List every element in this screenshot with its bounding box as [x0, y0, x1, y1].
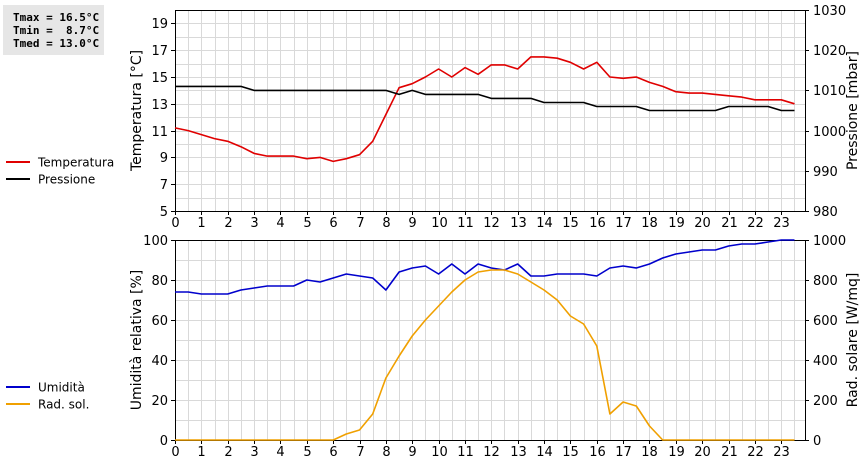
x-tick-label: 8 [382, 216, 390, 231]
x-tick-label: 19 [668, 445, 685, 460]
x-tick-label: 18 [641, 216, 658, 231]
y-right-tick-label: 200 [813, 394, 838, 409]
y-right-tick-label: 1030 [813, 4, 846, 19]
x-tick-label: 3 [250, 216, 258, 231]
y-left-axis-label: Temperatura [°C] [129, 50, 145, 172]
y-right-tick-label: 400 [813, 354, 838, 369]
y-left-tick-label: 80 [151, 274, 168, 289]
x-tick-label: 9 [408, 216, 416, 231]
x-tick-label: 2 [224, 216, 232, 231]
x-tick-label: 19 [668, 216, 685, 231]
x-tick-label: 0 [171, 445, 179, 460]
x-tick-label: 0 [171, 216, 179, 231]
y-right-tick-label: 800 [813, 274, 838, 289]
series-line-rad-sol- [175, 269, 795, 441]
plot-frame [175, 10, 806, 212]
y-left-tick-label: 20 [151, 394, 168, 409]
x-tick-label: 4 [276, 216, 284, 231]
x-tick-label: 6 [329, 216, 337, 231]
tmin-stat: Tmin = 8.7°C [13, 24, 100, 37]
legend-label: Umidità [38, 381, 85, 395]
y-right-axis-label: Pressione [mbar] [845, 51, 860, 170]
x-tick-label: 10 [431, 445, 448, 460]
x-tick-label: 21 [721, 445, 738, 460]
y-right-tick-label: 1010 [813, 84, 846, 99]
x-tick-label: 9 [408, 445, 416, 460]
y-left-tick-label: 100 [143, 234, 168, 249]
y-left-tick-label: 60 [151, 314, 168, 329]
x-tick-label: 6 [329, 445, 337, 460]
series-line-temperatura [174, 56, 795, 163]
y-left-tick-label: 13 [151, 98, 168, 113]
y-left-tick-label: 5 [160, 205, 168, 220]
x-tick-label: 2 [224, 445, 232, 460]
x-tick-label: 10 [431, 216, 448, 231]
x-tick-label: 16 [589, 445, 606, 460]
x-tick-label: 20 [694, 216, 711, 231]
x-tick-label: 13 [510, 445, 527, 460]
x-tick-label: 13 [510, 216, 527, 231]
x-tick-label: 17 [615, 445, 632, 460]
y-right-tick-label: 0 [813, 434, 821, 449]
y-right-tick-label: 1020 [813, 44, 846, 59]
x-tick-label: 14 [536, 216, 553, 231]
x-tick-label: 3 [250, 445, 258, 460]
x-tick-label: 1 [197, 216, 205, 231]
y-right-tick-label: 980 [813, 205, 838, 220]
y-left-tick-label: 7 [160, 178, 168, 193]
x-tick-label: 4 [276, 445, 284, 460]
grid [175, 10, 805, 211]
x-tick-label: 1 [197, 445, 205, 460]
x-tick-label: 12 [483, 216, 500, 231]
y-left-tick-label: 11 [151, 125, 168, 140]
y-right-tick-label: 600 [813, 314, 838, 329]
x-tick-label: 22 [747, 216, 764, 231]
chart-panel-1: 0 1 2 3 4 5 6 7 8 9 10 11 12 13 14 15 16 17 18 19 20 21 22 2357… [6, 4, 860, 231]
y-left-tick-label: 19 [151, 17, 168, 32]
x-tick-label: 17 [615, 216, 632, 231]
y-left-tick-label: 15 [151, 71, 168, 86]
x-tick-label: 5 [303, 216, 311, 231]
tmax-stat: Tmax = 16.5°C [13, 11, 100, 24]
x-tick-label: 15 [562, 216, 579, 231]
x-tick-label: 23 [773, 216, 790, 231]
chart-panel-2: 0 1 2 3 4 5 6 7 8 9 10 11 12 13 14 15 16 17 18 19 20 21 22 2302… [6, 234, 860, 460]
y-right-tick-label: 1000 [813, 125, 846, 140]
x-tick-label: 15 [562, 445, 579, 460]
legend-label: Temperatura [37, 156, 114, 170]
x-tick-label: 12 [483, 445, 500, 460]
x-tick-label: 22 [747, 445, 764, 460]
stats-box: Tmax = 16.5°C Tmin = 8.7°C Tmed = 13.0°C [3, 5, 104, 55]
y-right-tick-label: 990 [813, 165, 838, 180]
series-line-pressione [175, 85, 795, 112]
x-tick-label: 11 [457, 445, 474, 460]
x-tick-label: 14 [536, 445, 553, 460]
y-right-tick-label: 1000 [813, 234, 846, 249]
x-tick-label: 11 [457, 216, 474, 231]
x-tick-label: 23 [773, 445, 790, 460]
x-tick-label: 5 [303, 445, 311, 460]
x-tick-label: 7 [356, 216, 364, 231]
y-left-tick-label: 40 [151, 354, 168, 369]
y-left-axis-label: Umidità relativa [%] [129, 270, 145, 411]
x-tick-label: 16 [589, 216, 606, 231]
x-tick-label: 18 [641, 445, 658, 460]
legend-label: Pressione [38, 173, 95, 187]
y-left-tick-label: 17 [151, 44, 168, 59]
x-tick-label: 20 [694, 445, 711, 460]
plot-frame [175, 240, 806, 441]
x-tick-label: 8 [382, 445, 390, 460]
y-left-tick-label: 9 [160, 151, 168, 166]
series-line-umidit- [175, 239, 795, 295]
x-tick-label: 7 [356, 445, 364, 460]
y-right-axis-label: Rad. solare [W/mq] [845, 273, 860, 408]
legend-label: Rad. sol. [38, 398, 89, 412]
y-left-tick-label: 0 [160, 434, 168, 449]
x-tick-label: 21 [721, 216, 738, 231]
tmed-stat: Tmed = 13.0°C [13, 37, 100, 50]
